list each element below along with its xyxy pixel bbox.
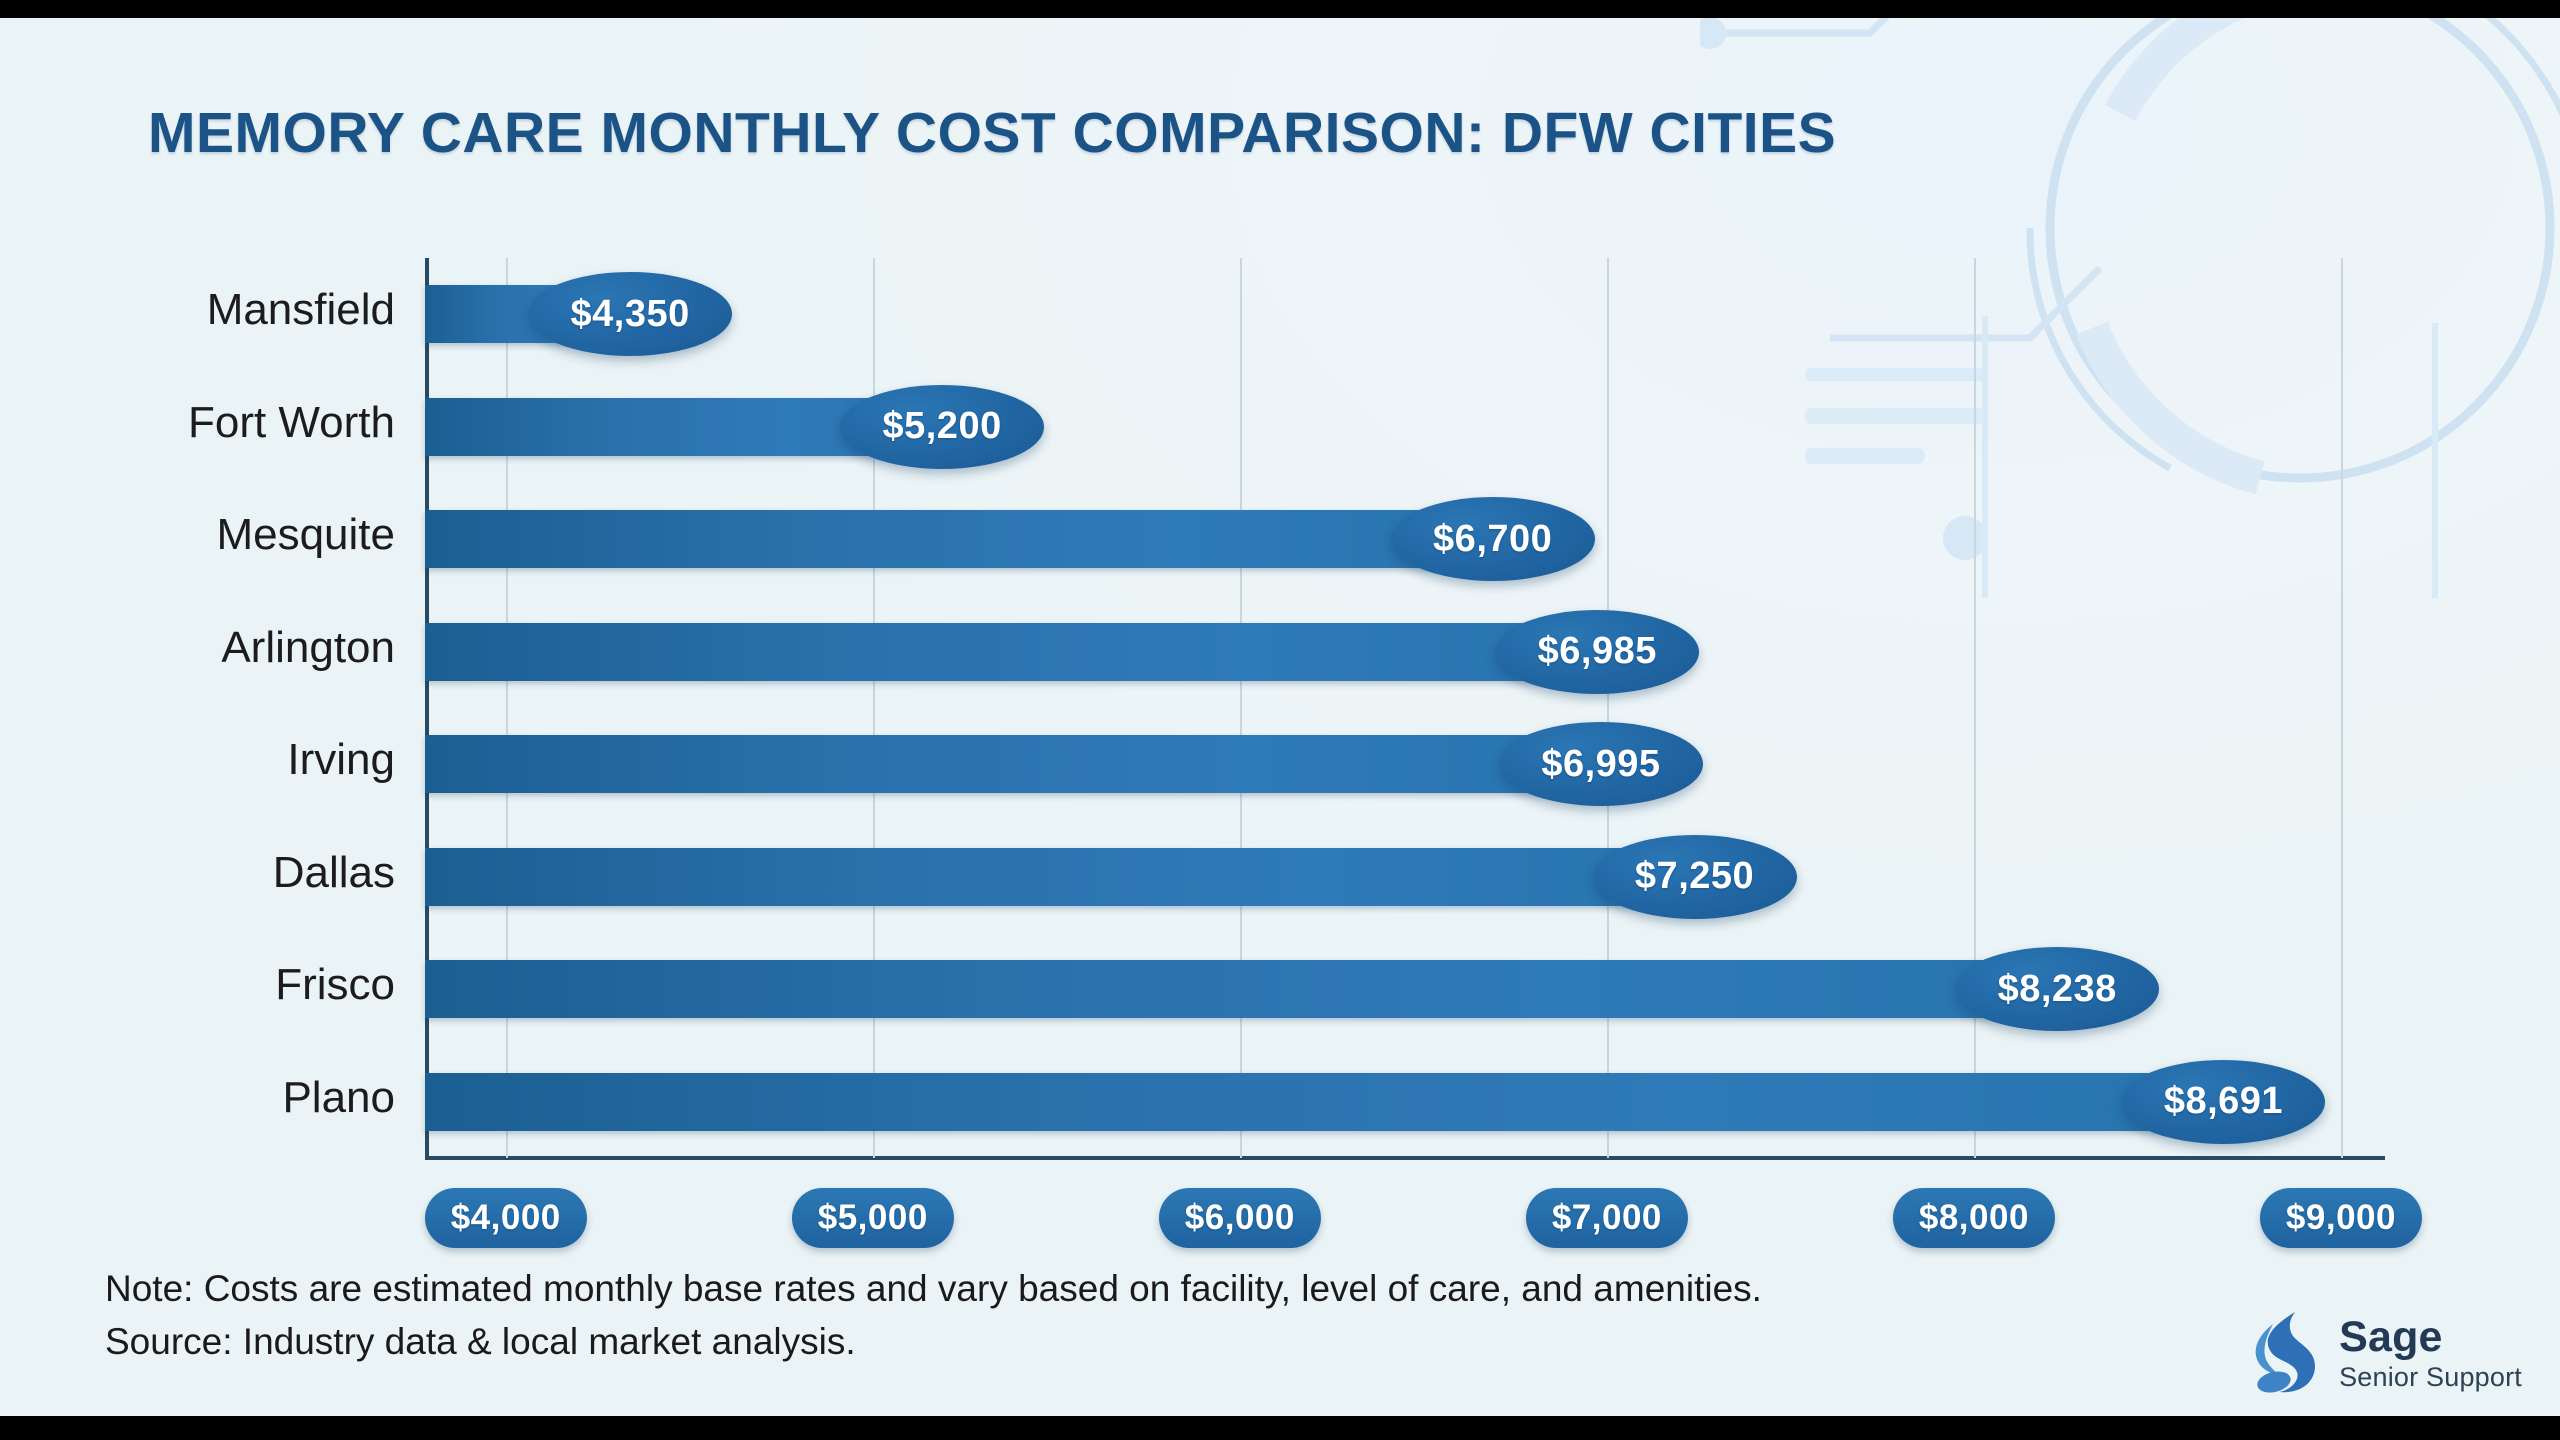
x-axis-line bbox=[425, 1156, 2385, 1160]
bar-mesquite[interactable] bbox=[425, 510, 1497, 569]
bar-irving[interactable] bbox=[425, 735, 1606, 794]
bar-dallas[interactable] bbox=[425, 847, 1699, 906]
category-label-mesquite: Mesquite bbox=[216, 510, 395, 560]
category-label-arlington: Arlington bbox=[221, 622, 395, 672]
x-tick-7000: $7,000 bbox=[1525, 1188, 1688, 1248]
bar-row[interactable]: $7,250 bbox=[425, 834, 2385, 919]
gridline-4000 bbox=[505, 258, 508, 1158]
y-axis-line bbox=[425, 258, 429, 1158]
gridline-6000 bbox=[1239, 258, 1242, 1158]
category-label-frisco: Frisco bbox=[275, 960, 395, 1010]
category-label-irving: Irving bbox=[287, 735, 395, 785]
category-label-plano: Plano bbox=[282, 1072, 395, 1122]
bar-value-label: $6,995 bbox=[1498, 722, 1703, 807]
footer-note-line: Note: Costs are estimated monthly base r… bbox=[105, 1268, 1762, 1309]
footer-note: Note: Costs are estimated monthly base r… bbox=[105, 1263, 1762, 1368]
category-label-fort-worth: Fort Worth bbox=[187, 397, 395, 447]
bar-value-label: $5,200 bbox=[840, 384, 1045, 469]
category-label-dallas: Dallas bbox=[272, 847, 395, 897]
bar-value-label: $8,691 bbox=[2121, 1059, 2326, 1144]
brand-logo: Sage Senior Support bbox=[2249, 1310, 2522, 1396]
footer-source-line: Source: Industry data & local market ana… bbox=[105, 1320, 856, 1362]
gridline-9000 bbox=[2340, 258, 2343, 1158]
page-title: MEMORY CARE MONTHLY COST COMPARISON: DFW… bbox=[148, 101, 1837, 165]
bar-value-label: $6,985 bbox=[1495, 609, 1700, 694]
bar-row[interactable]: $8,238 bbox=[425, 947, 2385, 1032]
logo-tagline: Senior Support bbox=[2339, 1361, 2522, 1392]
gridline-5000 bbox=[872, 258, 875, 1158]
slide-background: MEMORY CARE MONTHLY COST COMPARISON: DFW… bbox=[0, 18, 2560, 1416]
chart-plot-area: $4,350 $5,200 $6,700 $6,985 $6,995 $7,250 $8,2… bbox=[425, 258, 2385, 1160]
x-tick-8000: $8,000 bbox=[1892, 1188, 2055, 1248]
flame-icon bbox=[2255, 1312, 2316, 1393]
logo-text: Sage Senior Support bbox=[2339, 1312, 2522, 1392]
bar-row[interactable]: $5,200 bbox=[425, 384, 2385, 469]
bar-frisco[interactable] bbox=[425, 960, 2062, 1019]
bar-arlington[interactable] bbox=[425, 622, 1602, 681]
x-tick-5000: $5,000 bbox=[791, 1188, 954, 1248]
bar-value-label: $7,250 bbox=[1592, 834, 1797, 919]
x-tick-9000: $9,000 bbox=[2259, 1188, 2422, 1248]
bar-row[interactable]: $8,691 bbox=[425, 1059, 2385, 1144]
bar-row[interactable]: $6,700 bbox=[425, 497, 2385, 582]
gridline-8000 bbox=[1973, 258, 1976, 1158]
x-tick-4000: $4,000 bbox=[424, 1188, 587, 1248]
bar-row[interactable]: $6,995 bbox=[425, 722, 2385, 807]
bar-plano[interactable] bbox=[425, 1072, 2228, 1131]
bar-value-label: $4,350 bbox=[528, 272, 733, 357]
gridline-7000 bbox=[1606, 258, 1609, 1158]
bar-value-label: $6,700 bbox=[1390, 497, 1595, 582]
bar-value-label: $8,238 bbox=[1955, 947, 2160, 1032]
bar-row[interactable]: $6,985 bbox=[425, 609, 2385, 694]
bar-row[interactable]: $4,350 bbox=[425, 272, 2385, 357]
category-label-mansfield: Mansfield bbox=[206, 285, 395, 335]
logo-brand: Sage bbox=[2339, 1312, 2443, 1361]
x-tick-6000: $6,000 bbox=[1158, 1188, 1321, 1248]
